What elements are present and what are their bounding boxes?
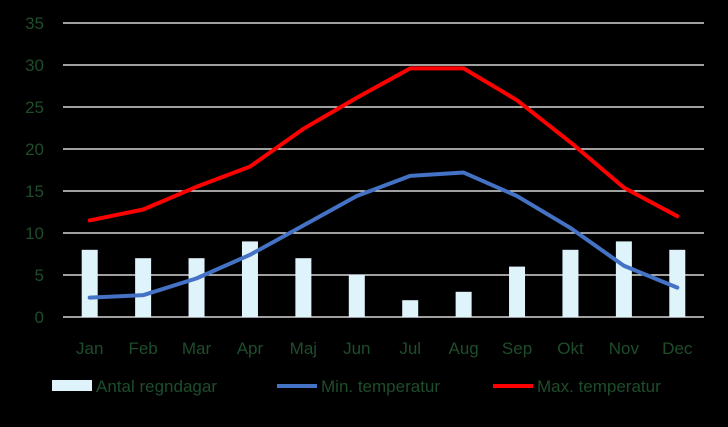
x-axis-ticks: Jan Feb Mar Apr Maj Jun Jul Aug Sep Okt Nov Dec — [76, 339, 693, 358]
series-line — [87, 66, 680, 223]
legend-label: Min. temperatur — [321, 377, 440, 396]
y-tick-label: 5 — [35, 266, 44, 285]
x-tick-label: Jun — [343, 339, 370, 358]
series-line — [87, 170, 680, 300]
y-tick-label: 25 — [25, 98, 44, 117]
x-tick-label: Jul — [399, 339, 421, 358]
bar — [562, 249, 579, 317]
x-tick-label: Mar — [182, 339, 212, 358]
x-tick-label: Apr — [237, 339, 264, 358]
temperature-lines — [87, 66, 680, 300]
x-tick-label: Okt — [557, 339, 584, 358]
bar — [81, 249, 98, 317]
legend: Antal regndagar Min. temperatur Max. tempe… — [52, 377, 661, 396]
x-tick-label: Dec — [662, 339, 693, 358]
bar — [669, 249, 686, 317]
legend-item: Min. temperatur — [277, 377, 440, 396]
x-tick-label: Sep — [502, 339, 532, 358]
bar — [241, 241, 258, 317]
bar — [455, 291, 472, 317]
y-tick-label: 20 — [25, 140, 44, 159]
x-tick-label: Feb — [128, 339, 157, 358]
x-tick-label: Jan — [76, 339, 103, 358]
y-tick-label: 10 — [25, 224, 44, 243]
rain-days-bars — [81, 241, 686, 317]
bar — [402, 300, 419, 317]
bar — [188, 258, 205, 317]
bar — [295, 258, 312, 317]
legend-swatch — [52, 380, 92, 391]
legend-item: Max. temperatur — [493, 377, 661, 396]
x-tick-label: Nov — [609, 339, 640, 358]
y-tick-label: 35 — [25, 14, 44, 33]
y-axis-ticks: 0 5 10 15 20 25 30 35 — [25, 14, 44, 327]
legend-label: Antal regndagar — [96, 377, 217, 396]
x-tick-label: Aug — [449, 339, 479, 358]
x-tick-label: Maj — [290, 339, 317, 358]
bar — [615, 241, 632, 317]
bar — [135, 258, 152, 317]
legend-item: Antal regndagar — [52, 377, 217, 396]
bar — [348, 275, 365, 317]
y-tick-label: 15 — [25, 182, 44, 201]
bar — [509, 266, 526, 317]
gridlines — [63, 22, 704, 318]
y-tick-label: 0 — [35, 308, 44, 327]
legend-label: Max. temperatur — [537, 377, 661, 396]
y-tick-label: 30 — [25, 56, 44, 75]
